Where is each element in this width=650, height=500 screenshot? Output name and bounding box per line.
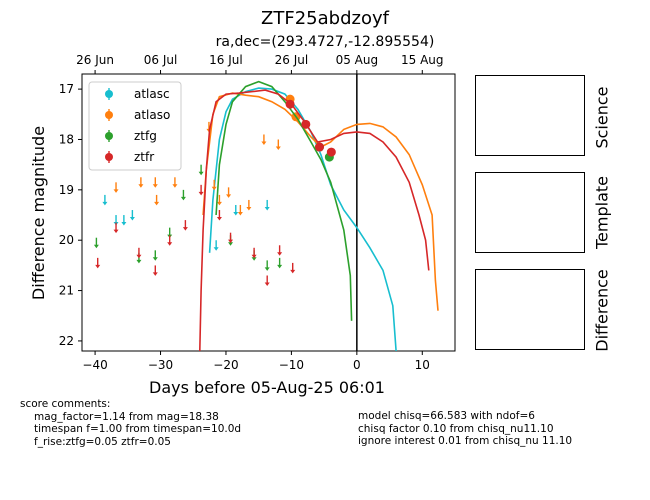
score-comment-line: timespan f=1.00 from timespan=10.0d	[34, 423, 242, 435]
upper-limit-head-atlaso	[154, 201, 160, 206]
upper-limit-head-atlaso	[237, 211, 243, 216]
y-tick-label: 19	[59, 183, 74, 197]
x-tick-label: −10	[279, 358, 304, 372]
upper-limit-head-ztfr	[290, 269, 296, 274]
score-comments-header: score comments:	[20, 398, 111, 410]
upper-limit-head-atlaso	[226, 194, 232, 198]
upper-limit-head-ztfr	[136, 254, 142, 259]
plot-frame	[81, 73, 456, 352]
upper-limit-head-atlaso	[216, 201, 222, 206]
legend-label-ztfg: ztfg	[134, 129, 157, 143]
difference-image-panel	[475, 269, 585, 350]
score-comments: score comments: mag_factor=1.14 from mag…	[20, 398, 241, 448]
upper-limit-head-ztfg	[152, 257, 158, 261]
upper-limit-head-ztfr	[277, 252, 283, 256]
top-tick-label: 06 Jul	[144, 53, 178, 67]
top-tick-label: 16 Jul	[209, 53, 243, 67]
x-tick-label: −30	[148, 358, 173, 372]
upper-limit-head-ztfg	[228, 242, 234, 246]
upper-limit-head-atlaso	[211, 186, 217, 191]
template-image-panel	[475, 172, 585, 253]
upper-limit-head-ztfg	[198, 171, 204, 176]
upper-limit-head-ztfg	[136, 259, 142, 264]
upper-limit-head-ztfg	[264, 267, 270, 271]
y-axis-label: Difference magnitude	[29, 126, 48, 300]
x-tick-label: −40	[82, 358, 107, 372]
y-tick-label: 20	[59, 233, 74, 247]
figure-subtitle: ra,dec=(293.4727,-12.895554)	[215, 34, 435, 50]
upper-limit-head-ztfr	[264, 282, 270, 286]
legend-marker-atlaso	[105, 111, 113, 119]
x-tick-label: −20	[213, 358, 238, 372]
upper-limit-head-atlaso	[246, 206, 252, 211]
model-comment-line: ignore interest 0.01 from chisq_nu 11.10	[358, 435, 573, 447]
legend-label-ztfr: ztfr	[134, 150, 154, 164]
upper-limit-head-ztfr	[182, 227, 188, 231]
upper-limit-head-ztfr	[228, 239, 234, 244]
upper-limit-head-ztfg	[180, 196, 186, 201]
score-comment-line: f_rise:ztfg=0.05 ztfr=0.05	[34, 435, 171, 448]
legend-marker-ztfg	[105, 132, 113, 140]
legend-label-atlaso: atlaso	[134, 108, 170, 122]
detection-ztfr	[285, 99, 295, 109]
upper-limit-head-atlasc	[213, 247, 219, 251]
y-tick-label: 22	[59, 334, 74, 348]
upper-limit-head-atlaso	[261, 141, 267, 145]
y-tick-label: 18	[59, 132, 74, 146]
upper-limit-head-ztfg	[93, 244, 99, 249]
y-tick-label: 21	[59, 284, 74, 298]
model-curve-ztfr	[199, 89, 430, 351]
legend-label-atlasc: atlasc	[134, 87, 170, 101]
upper-limit-head-atlasc	[121, 222, 127, 226]
upper-limit-head-atlasc	[233, 211, 239, 216]
legend-box	[88, 81, 182, 171]
upper-limit-head-ztfr	[167, 242, 173, 246]
score-comment-line: mag_factor=1.14 from mag=18.38	[34, 410, 219, 423]
upper-limit-head-atlaso	[172, 184, 178, 188]
upper-limit-head-ztfr	[95, 264, 101, 269]
top-tick-label: 26 Jul	[275, 53, 309, 67]
upper-limit-head-atlaso	[113, 189, 119, 193]
difference-label: Difference	[592, 269, 612, 352]
upper-limit-head-ztfr	[198, 191, 204, 196]
plot-data	[93, 74, 439, 351]
model-curve-ztfg	[215, 80, 353, 321]
upper-limit-head-ztfr	[216, 217, 222, 221]
model-curve-atlasc	[208, 87, 397, 351]
detection-ztfr	[315, 142, 325, 152]
upper-limit-head-ztfr	[251, 254, 257, 259]
x-tick-label: 0	[353, 358, 361, 372]
science-image-panel	[475, 75, 585, 156]
top-tick-label: 15 Aug	[401, 53, 444, 67]
model-comments: model chisq=66.583 with ndof=6 chisq fac…	[358, 410, 572, 448]
x-axis-label: Days before 05-Aug-25 06:01	[149, 378, 385, 397]
legend-marker-atlasc	[105, 90, 113, 98]
model-comment-line: model chisq=66.583 with ndof=6	[358, 410, 535, 422]
model-curve-atlaso	[202, 92, 439, 311]
upper-limit-head-atlasc	[264, 206, 270, 211]
model-comment-line: chisq factor 0.10 from chisq_nu11.10	[358, 422, 554, 435]
upper-limit-head-atlaso	[152, 184, 158, 188]
upper-limit-head-atlaso	[138, 184, 144, 188]
figure-title: ZTF25abdzoyf	[261, 8, 389, 29]
detection-ztfr	[301, 119, 311, 129]
upper-limit-head-ztfr	[113, 229, 119, 234]
y-tick-label: 17	[59, 82, 74, 96]
upper-limit-head-ztfr	[152, 272, 158, 276]
upper-limit-head-atlaso	[275, 146, 281, 151]
upper-limit-head-ztfg	[251, 257, 257, 261]
legend-marker-ztfr	[105, 153, 113, 161]
x-tick-label: 10	[415, 358, 430, 372]
detection-ztfr	[326, 147, 336, 157]
light-curve-chart: −40 −30 −20 −10 0 10 26 Jun 06 Jul 16 Jul 26 Jul 0…	[29, 53, 456, 397]
top-tick-label: 26 Jun	[76, 53, 114, 67]
upper-limit-head-atlasc	[129, 217, 135, 221]
upper-limit-head-ztfg	[277, 264, 283, 269]
top-tick-label: 05 Aug	[336, 53, 379, 67]
upper-limit-head-atlasc	[102, 201, 108, 206]
